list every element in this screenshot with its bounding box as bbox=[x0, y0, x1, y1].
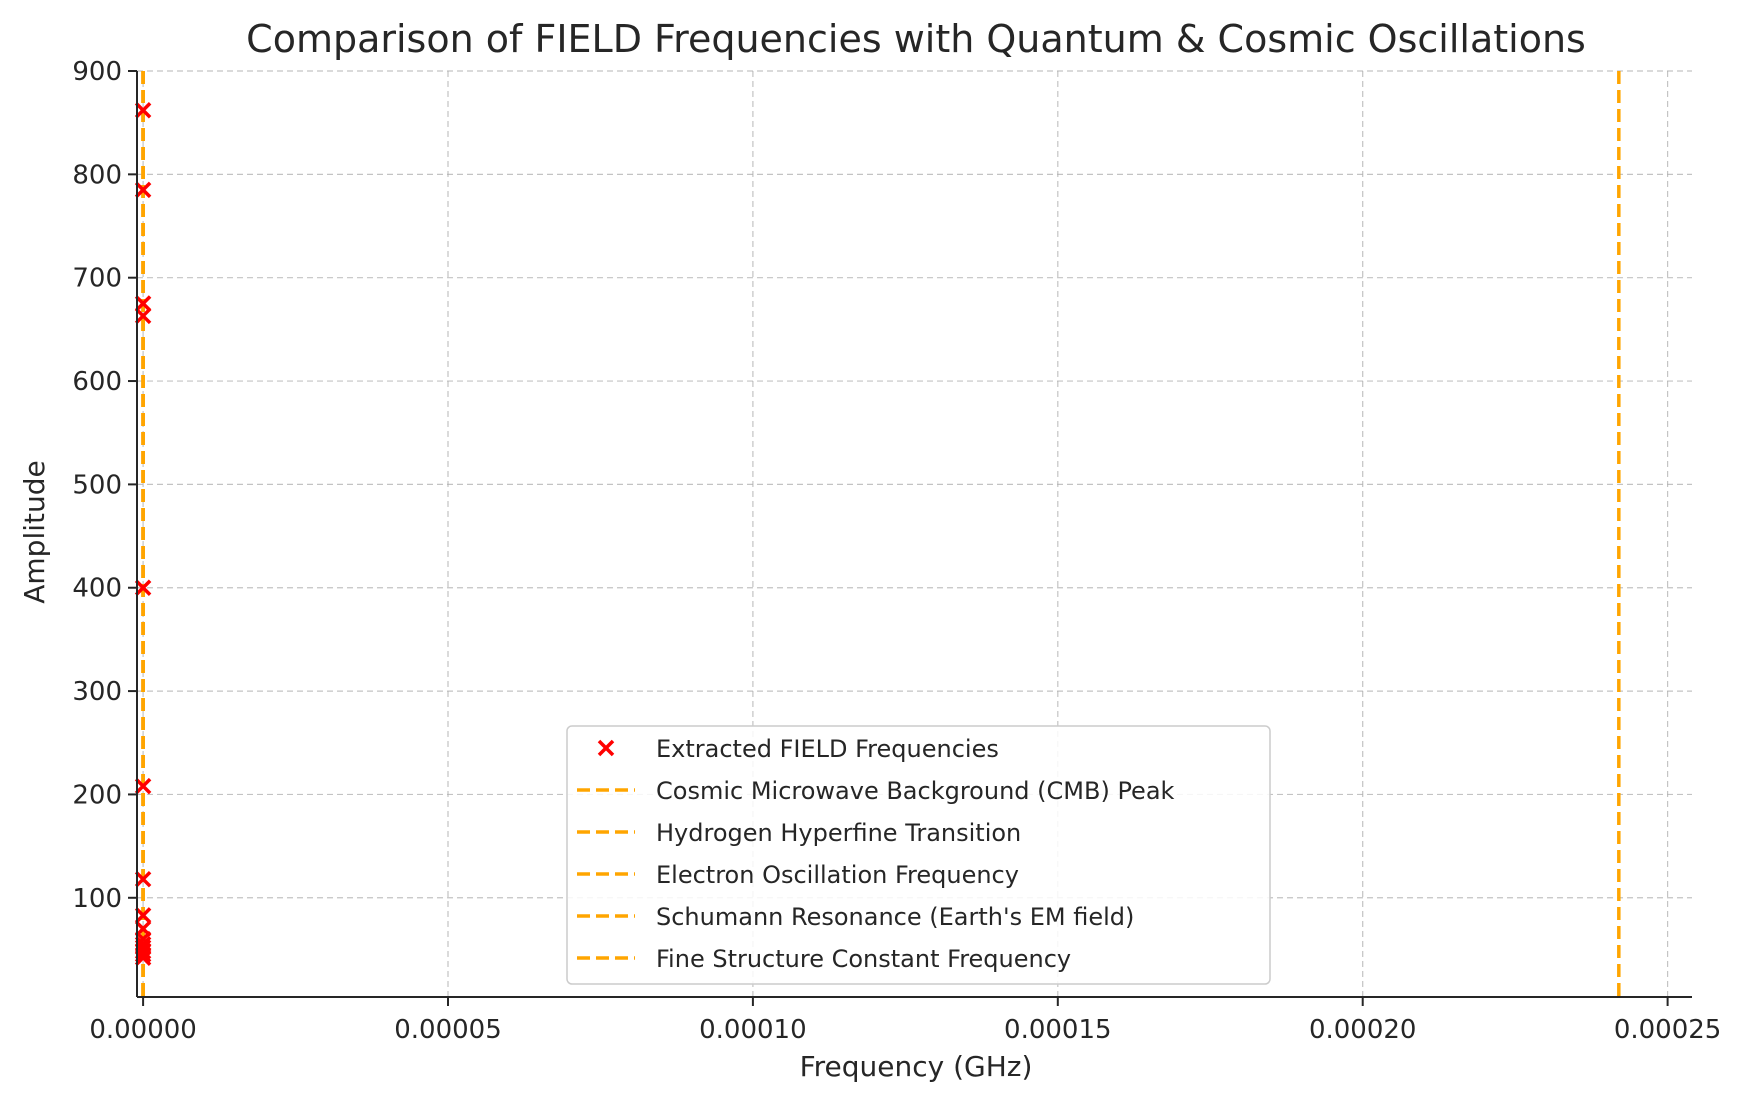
y-axis-label: Amplitude bbox=[18, 460, 51, 604]
scatter-point bbox=[134, 870, 152, 888]
legend-item: Fine Structure Constant Frequency bbox=[577, 945, 1071, 973]
x-tick-label: 0.00020 bbox=[1309, 1015, 1417, 1045]
y-tick-label: 700 bbox=[72, 264, 122, 294]
y-tick-label: 300 bbox=[72, 677, 122, 707]
scatter-point-stroke bbox=[134, 579, 152, 596]
reference-lines bbox=[141, 71, 1621, 997]
scatter-point-stroke bbox=[134, 102, 152, 119]
scatter-point bbox=[134, 777, 152, 795]
y-tick-label: 600 bbox=[72, 367, 122, 397]
y-tick-label: 800 bbox=[72, 160, 122, 190]
scatter-point bbox=[134, 181, 152, 199]
legend-label: Fine Structure Constant Frequency bbox=[656, 945, 1071, 973]
y-tick-label: 900 bbox=[72, 57, 122, 87]
chart-title: Comparison of FIELD Frequencies with Qua… bbox=[246, 17, 1586, 61]
legend-item: Cosmic Microwave Background (CMB) Peak bbox=[577, 777, 1175, 805]
x-tick-label: 0.00010 bbox=[699, 1015, 807, 1045]
legend-item: Extracted FIELD Frequencies bbox=[597, 735, 999, 763]
scatter-point bbox=[134, 946, 152, 963]
scatter-point-stroke bbox=[134, 949, 152, 966]
scatter-point-stroke bbox=[134, 295, 152, 312]
scatter-point-stroke bbox=[134, 181, 152, 199]
axes bbox=[128, 70, 1692, 1006]
legend-item: Hydrogen Hyperfine Transition bbox=[577, 819, 1021, 847]
y-tick-label: 100 bbox=[72, 884, 122, 914]
y-tick-label: 500 bbox=[72, 470, 122, 500]
legend-item: Schumann Resonance (Earth's EM field) bbox=[577, 903, 1134, 931]
x-tick-label: 0.00025 bbox=[1614, 1015, 1722, 1045]
tick-labels: 0.00000 0.00005 0.00010 0.00015 0.00020 0.000… bbox=[72, 57, 1721, 1045]
x-tick-label: 0.00000 bbox=[89, 1015, 197, 1045]
scatter-point bbox=[134, 295, 152, 312]
legend-box bbox=[566, 725, 1271, 985]
y-tick-label: 400 bbox=[72, 574, 122, 604]
scatter-point-stroke bbox=[134, 943, 152, 960]
scatter-point-stroke bbox=[134, 870, 152, 888]
legend-label: Schumann Resonance (Earth's EM field) bbox=[656, 903, 1134, 931]
scatter-point bbox=[134, 102, 152, 119]
x-tick-label: 0.00005 bbox=[394, 1015, 502, 1045]
scatter-point bbox=[134, 307, 152, 325]
x-axis-label: Frequency (GHz) bbox=[800, 1050, 1033, 1083]
scatter-point-stroke bbox=[134, 777, 152, 795]
scatter-point bbox=[134, 949, 152, 966]
y-tick-label: 200 bbox=[72, 780, 122, 810]
legend: Extracted FIELD Frequencies Cosmic Microw… bbox=[566, 725, 1271, 985]
scatter-point-stroke bbox=[134, 307, 152, 325]
scatter-points bbox=[134, 102, 152, 966]
x-tick-label: 0.00015 bbox=[1004, 1015, 1112, 1045]
legend-label: Electron Oscillation Frequency bbox=[656, 861, 1019, 889]
scatter-point-stroke bbox=[134, 946, 152, 963]
scatter-point bbox=[134, 907, 152, 924]
legend-marker-stroke bbox=[597, 739, 615, 757]
legend-item: Electron Oscillation Frequency bbox=[577, 861, 1019, 889]
legend-label: Cosmic Microwave Background (CMB) Peak bbox=[656, 777, 1175, 805]
scatter-point-stroke bbox=[134, 907, 152, 924]
legend-label: Hydrogen Hyperfine Transition bbox=[656, 819, 1021, 847]
scatter-point bbox=[134, 579, 152, 596]
scatter-point bbox=[134, 943, 152, 960]
grid-layer bbox=[137, 70, 1692, 997]
legend-label: Extracted FIELD Frequencies bbox=[656, 735, 999, 763]
